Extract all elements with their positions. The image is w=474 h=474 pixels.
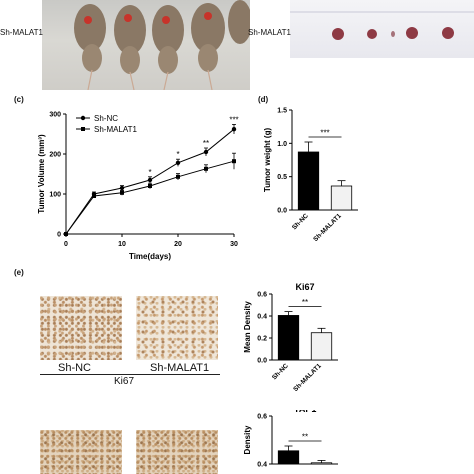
ihc-label-line [40, 374, 220, 375]
significance-marker: *** [229, 115, 238, 124]
data-point-circle [147, 177, 153, 183]
bar-0 [297, 151, 320, 211]
data-point-square [64, 232, 68, 236]
tumor-illustration [290, 11, 474, 40]
category-label: Sh-NC [291, 212, 310, 231]
y-tick-label: 0.0 [277, 208, 287, 215]
y-tick-label: 100 [49, 192, 61, 199]
significance-marker: ** [302, 433, 308, 442]
x-tick-label: 20 [174, 241, 182, 248]
data-point-square [232, 159, 236, 164]
tumor-group-label: Sh-MALAT1 [248, 28, 291, 37]
y-tick-label: 200 [49, 152, 61, 159]
yap1-density-chart: 0.4 0.6 YAP1 Density ** [243, 410, 338, 469]
ihc-label-sh-nc: Sh-NC [58, 362, 92, 374]
bar-0 [277, 315, 300, 361]
ki67-density-chart: 0.0 0.2 0.4 0.6 Ki67 Mean Density Sh-NC Sh-MALA… [243, 282, 338, 393]
legend-label: Sh-MALAT1 [94, 125, 138, 134]
data-point-circle [119, 185, 125, 191]
y-tick-label: 0.4 [257, 462, 267, 469]
bar-1 [310, 332, 333, 361]
category-label: Sh-NC [271, 362, 290, 381]
data-point-square [92, 194, 96, 198]
x-tick-label: 10 [118, 241, 126, 248]
y-axis-label: Tumor weight (g) [263, 128, 272, 193]
mice-illustration [74, 0, 250, 90]
legend-marker [81, 127, 85, 131]
legend-marker [80, 115, 86, 121]
y-tick-label: 1.5 [277, 108, 287, 115]
y-axis-label: Density [243, 425, 252, 454]
ihc-image-sh-malat1 [136, 296, 218, 360]
mice-group-label: Sh-MALAT1 [0, 28, 43, 37]
panel-c-letter: (c) [14, 95, 24, 104]
tumor-photo [290, 0, 474, 58]
y-tick-label: 300 [49, 112, 61, 119]
y-tick-label: 0.2 [257, 336, 267, 343]
significance-marker: * [148, 168, 151, 177]
mice-photo [42, 0, 250, 90]
y-tick-label: 0.0 [257, 358, 267, 365]
data-point-square [204, 166, 208, 171]
y-axis-label: Mean Density [243, 301, 252, 353]
y-tick-label: 0.6 [257, 414, 267, 421]
x-tick-label: 0 [64, 241, 68, 248]
ihc-image-yap-sh-malat1 [136, 430, 218, 474]
legend-label: Sh-NC [94, 114, 118, 123]
x-tick-label: 30 [230, 241, 238, 248]
data-point-square [120, 190, 124, 195]
bar-1 [310, 462, 333, 465]
bar-1 [330, 185, 353, 211]
significance-marker: * [176, 150, 179, 159]
x-axis-label: Time(days) [129, 252, 171, 261]
chart-title: Ki67 [295, 282, 314, 292]
ihc-image-yap-sh-nc [40, 430, 122, 474]
ihc-image-sh-nc [40, 296, 122, 360]
data-point-square [148, 184, 152, 188]
y-tick-label: 0.5 [277, 174, 287, 181]
significance-marker: ** [302, 298, 308, 307]
panel-d-letter: (d) [258, 95, 269, 104]
y-axis-label: Tumor Volume (mm³) [37, 134, 46, 214]
ihc-stain-label: Ki67 [114, 376, 135, 387]
ihc-label-sh-malat1: Sh-MALAT1 [150, 362, 210, 374]
y-tick-label: 0 [57, 232, 61, 239]
y-tick-label: 0.4 [257, 314, 267, 321]
panel-e-letter: (e) [14, 268, 24, 277]
data-point-square [176, 174, 180, 179]
chart-title: YAP1 [294, 410, 317, 414]
y-tick-label: 0.6 [257, 292, 267, 299]
data-point-circle [203, 149, 209, 155]
category-label: Sh-MALAT1 [292, 362, 323, 393]
data-point-circle [231, 127, 237, 132]
tumor-weight-chart: 0.0 0.5 1.0 1.5 Tumor weight (g) Sh-NC Sh-MALA… [263, 108, 358, 243]
data-point-circle [175, 160, 181, 165]
significance-marker: ** [203, 139, 209, 148]
y-tick-label: 1.0 [277, 141, 287, 148]
significance-marker: *** [320, 129, 329, 138]
category-label: Sh-MALAT1 [312, 212, 343, 243]
bar-0 [277, 450, 300, 465]
